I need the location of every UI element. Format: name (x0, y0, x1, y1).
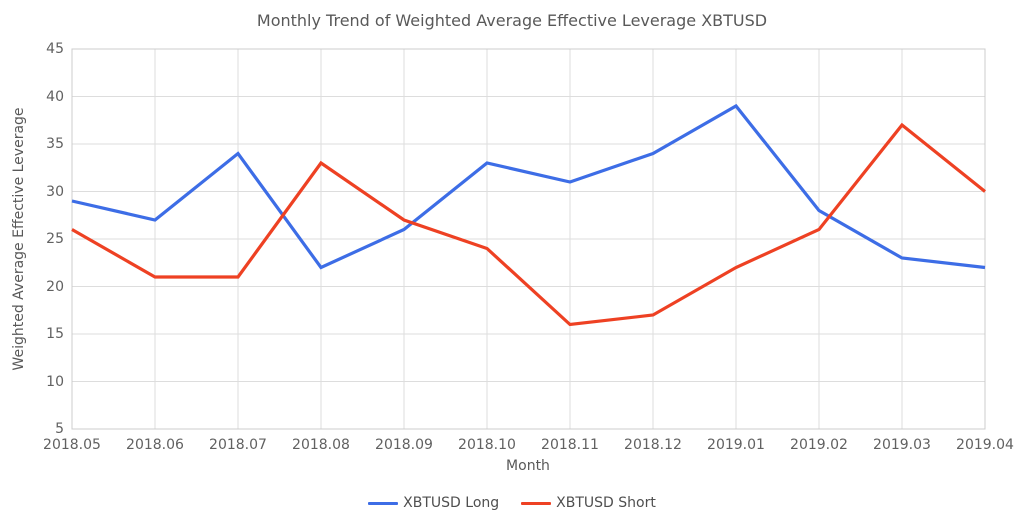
x-tick-label: 2018.11 (541, 437, 599, 453)
x-tick-label: 2018.08 (292, 437, 350, 453)
y-tick-label: 5 (55, 421, 64, 437)
y-tick-label: 25 (46, 231, 64, 247)
x-axis-title: Month (506, 458, 550, 474)
x-tick-label: 2018.07 (209, 437, 267, 453)
y-tick-label: 10 (46, 373, 64, 390)
plot-border (71, 48, 986, 430)
x-tick-label: 2018.06 (126, 437, 184, 453)
y-tick-label: 20 (46, 278, 64, 295)
x-tick-label: 2018.12 (624, 437, 682, 453)
legend-item-xbtusd-short[interactable]: XBTUSD Short (521, 495, 656, 511)
x-tick-label: 2018.09 (375, 437, 433, 453)
legend-label: XBTUSD Short (556, 495, 656, 511)
legend-line-swatch (521, 501, 552, 505)
series-line-xbtusd-long (71, 103, 986, 270)
y-tick-label: 45 (46, 41, 64, 57)
y-tick-label: 15 (46, 326, 64, 342)
y-tick-label: 30 (46, 183, 64, 200)
y-tick-label: 40 (46, 88, 64, 105)
x-tick-label: 2019.04 (956, 437, 1014, 453)
x-tick-label: 2019.01 (707, 437, 765, 453)
y-tick-label: 35 (46, 136, 64, 152)
x-tick-label: 2018.10 (458, 437, 516, 453)
x-tick-label: 2018.05 (43, 437, 101, 453)
chart-title: Monthly Trend of Weighted Average Effect… (256, 11, 768, 30)
y-axis-title: Weighted Average Effective Leverage (11, 107, 27, 371)
series-line-xbtusd-short (71, 122, 987, 327)
legend-item-xbtusd-long[interactable]: XBTUSD Long (368, 495, 499, 511)
legend-label: XBTUSD Long (403, 495, 500, 511)
x-tick-label: 2019.02 (790, 437, 848, 453)
x-tick-label: 2019.03 (873, 437, 931, 453)
legend: XBTUSD Long XBTUSD Short (0, 493, 1024, 513)
legend-line-swatch (368, 501, 399, 505)
